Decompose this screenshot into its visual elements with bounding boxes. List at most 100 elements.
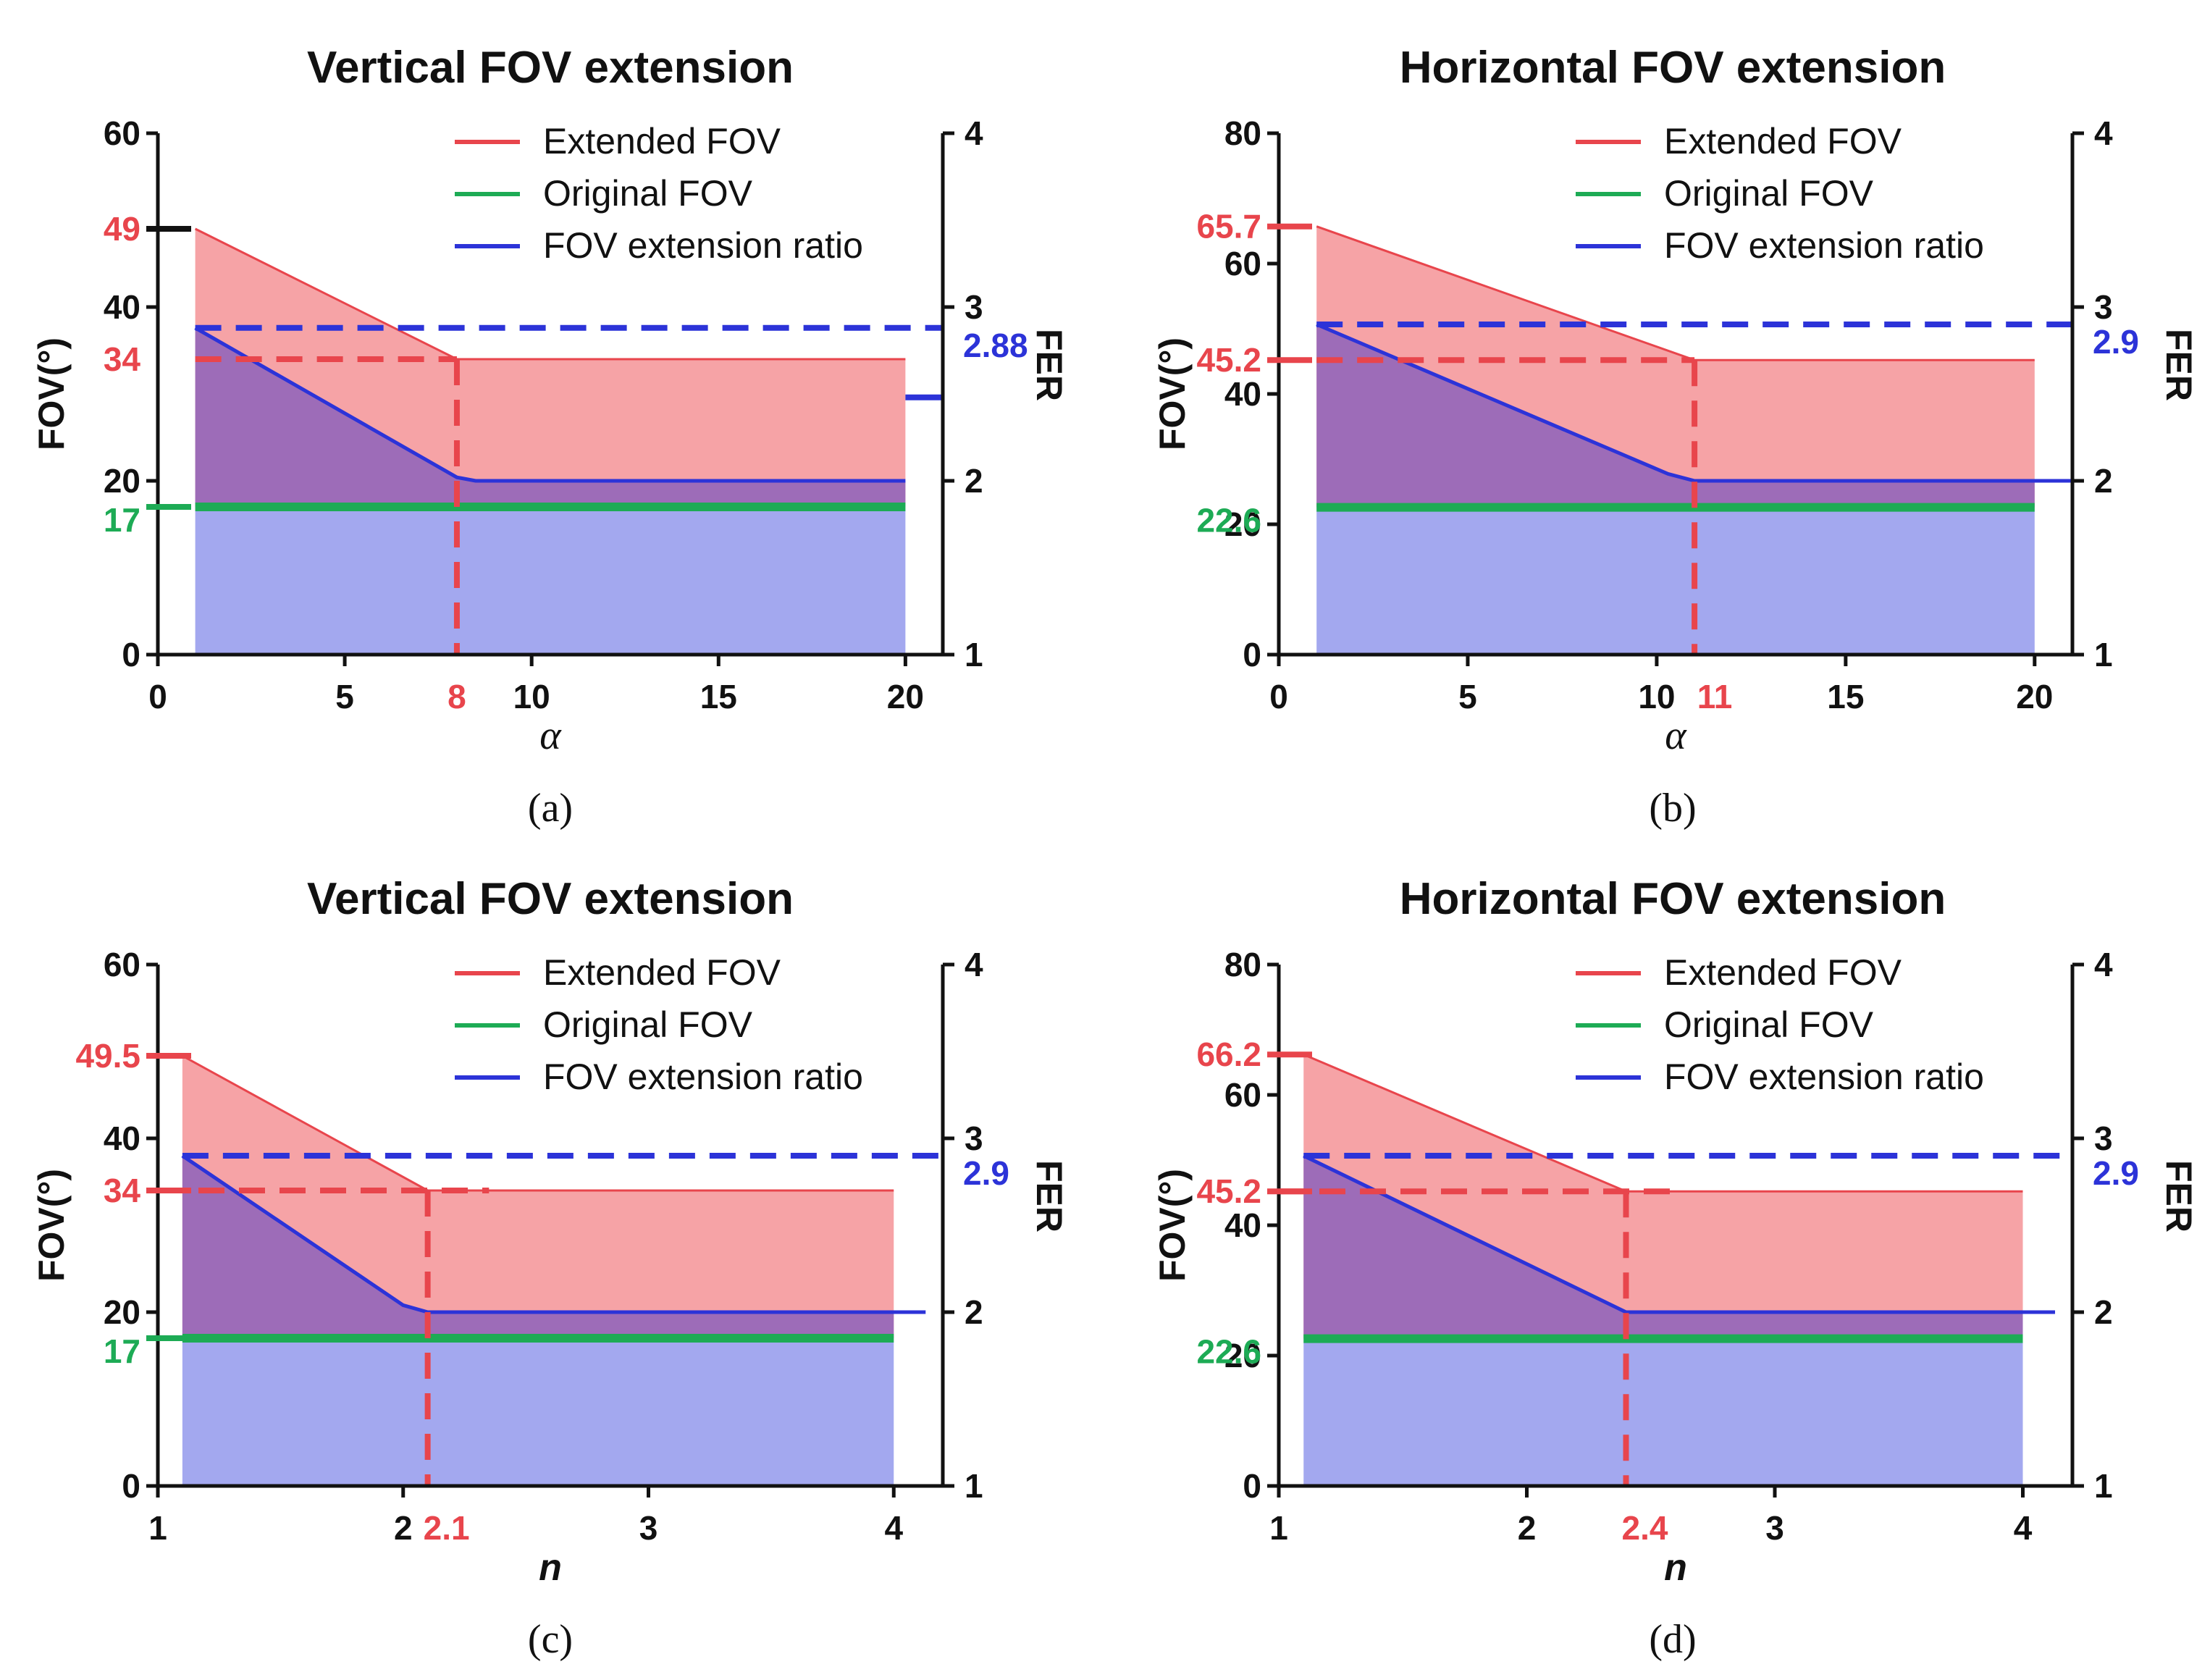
x-tick-label: 4 [884,1509,903,1547]
x-highlight-label: 11 [1697,678,1733,715]
y-tick-label: 60 [1224,245,1261,282]
extended-fov-area [182,1056,894,1338]
original-fov-area [1316,507,2035,655]
panel-label: (a) [528,786,573,831]
y-highlight-label: 66.2 [1196,1036,1261,1073]
y2-axis-label: FER [2159,1160,2199,1232]
x-highlight-label: 2.1 [424,1509,470,1547]
y2-tick-label: 3 [965,1120,983,1157]
x-highlight-label: 2.4 [1622,1509,1668,1547]
legend-entry: Original FOV [1664,173,1874,214]
y-tick-label: 0 [122,1467,140,1505]
y-tick-label: 60 [1224,1076,1261,1114]
original-fov-area [182,1338,894,1486]
x-tick-label: 15 [700,678,737,715]
x-tick-label: 3 [1765,1509,1784,1547]
y2-highlight-label: 2.9 [2093,1154,2139,1192]
chart-title: Vertical FOV extension [307,874,794,924]
x-tick-label: 10 [513,678,550,715]
y2-tick-label: 2 [2094,462,2113,500]
y-tick-label: 60 [104,946,140,983]
legend-entry: Extended FOV [543,121,781,161]
y-tick-label: 40 [104,1120,140,1157]
y-highlight-label: 17 [104,501,140,539]
overlap-area [195,327,906,507]
y-tick-label: 20 [1224,505,1261,543]
y2-tick-label: 2 [965,1293,983,1331]
x-tick-label: 5 [1458,678,1477,715]
y-tick-label: 80 [1224,946,1261,983]
legend-entry: Original FOV [1664,1004,1874,1045]
y-axis-label: FOV(°) [31,337,72,450]
y2-tick-label: 4 [2094,114,2113,152]
legend-entry: FOV extension ratio [1664,1057,1984,1097]
legend-entry: Original FOV [543,1004,753,1045]
x-axis-label: n [539,1547,562,1589]
y2-tick-label: 4 [2094,946,2113,983]
x-tick-label: 4 [2014,1509,2033,1547]
y-tick-label: 0 [122,636,140,673]
y2-tick-label: 1 [965,636,983,673]
original-fov-area [195,507,906,655]
y2-tick-label: 3 [2094,1120,2113,1157]
x-tick-label: 15 [1827,678,1864,715]
y-tick-label: 80 [1224,114,1261,152]
fov-extension-ratio-line [1316,322,2072,483]
y2-axis-label: FER [1029,1160,1070,1232]
y-axis-label: FOV(°) [1152,1169,1193,1282]
y2-highlight-label: 2.88 [963,327,1028,364]
y-highlight-label: 22.6 [1196,1333,1261,1371]
chart-title: Vertical FOV extension [307,43,794,93]
y-tick-label: 20 [104,1293,140,1331]
overlap-area [1303,1156,2023,1339]
x-tick-label: 0 [148,678,167,715]
y-axis-label: FOV(°) [31,1169,72,1282]
chart-panel-4: Horizontal FOV extension 1 2 3 4 2.4 0 20 40 60 80… [1152,874,2199,1662]
y2-tick-label: 1 [965,1467,983,1505]
y-tick-label: 60 [104,114,140,152]
chart-title: Horizontal FOV extension [1400,43,1946,93]
y-tick-label: 40 [1224,1206,1261,1244]
x-tick-label: 1 [1269,1509,1288,1547]
y2-tick-label: 4 [965,114,983,152]
x-highlight-label: 8 [448,678,466,715]
y2-highlight-label: 2.9 [2093,323,2139,361]
fov-extension-ratio-line [1303,1154,2056,1314]
chart-title: Horizontal FOV extension [1400,874,1946,924]
y2-tick-label: 4 [965,946,983,983]
original-fov-area [1303,1338,2023,1486]
legend-entry: Original FOV [543,173,753,214]
y-highlight-label: 45.2 [1196,341,1261,379]
y2-tick-label: 1 [2094,1467,2113,1505]
y2-tick-label: 2 [965,462,983,500]
y-tick-label: 40 [1224,375,1261,413]
legend-entry: Extended FOV [543,952,781,993]
y-highlight-label: 34 [104,340,141,378]
overlap-area [1316,324,2035,508]
y-tick-label: 0 [1243,1467,1261,1505]
y-tick-label: 0 [1243,636,1261,673]
chart-panel-2: Horizontal FOV extension 0 5 10 15 20 11 0 20 40 6… [1152,43,2199,831]
panel-label: (d) [1649,1617,1696,1662]
y-tick-label: 20 [104,462,140,500]
x-axis-label: α [1665,713,1687,758]
x-tick-label: 20 [2016,678,2053,715]
x-tick-label: 0 [1269,678,1288,715]
x-tick-label: 2 [1518,1509,1537,1547]
x-tick-label: 10 [1638,678,1675,715]
legend-entry: FOV extension ratio [1664,225,1984,266]
x-tick-label: 3 [639,1509,658,1547]
y2-highlight-label: 2.9 [963,1154,1009,1192]
legend-entry: Extended FOV [1664,952,1902,993]
y-axis-label: FOV(°) [1152,337,1193,450]
y-highlight-label: 49 [104,210,140,248]
y-highlight-label: 65.7 [1196,208,1261,245]
y-highlight-label: 45.2 [1196,1172,1261,1210]
overlap-area [182,1156,894,1338]
legend-entry: Extended FOV [1664,121,1902,161]
y-highlight-label: 17 [104,1332,140,1370]
y2-axis-label: FER [1029,329,1070,401]
legend-entry: FOV extension ratio [543,1057,863,1097]
